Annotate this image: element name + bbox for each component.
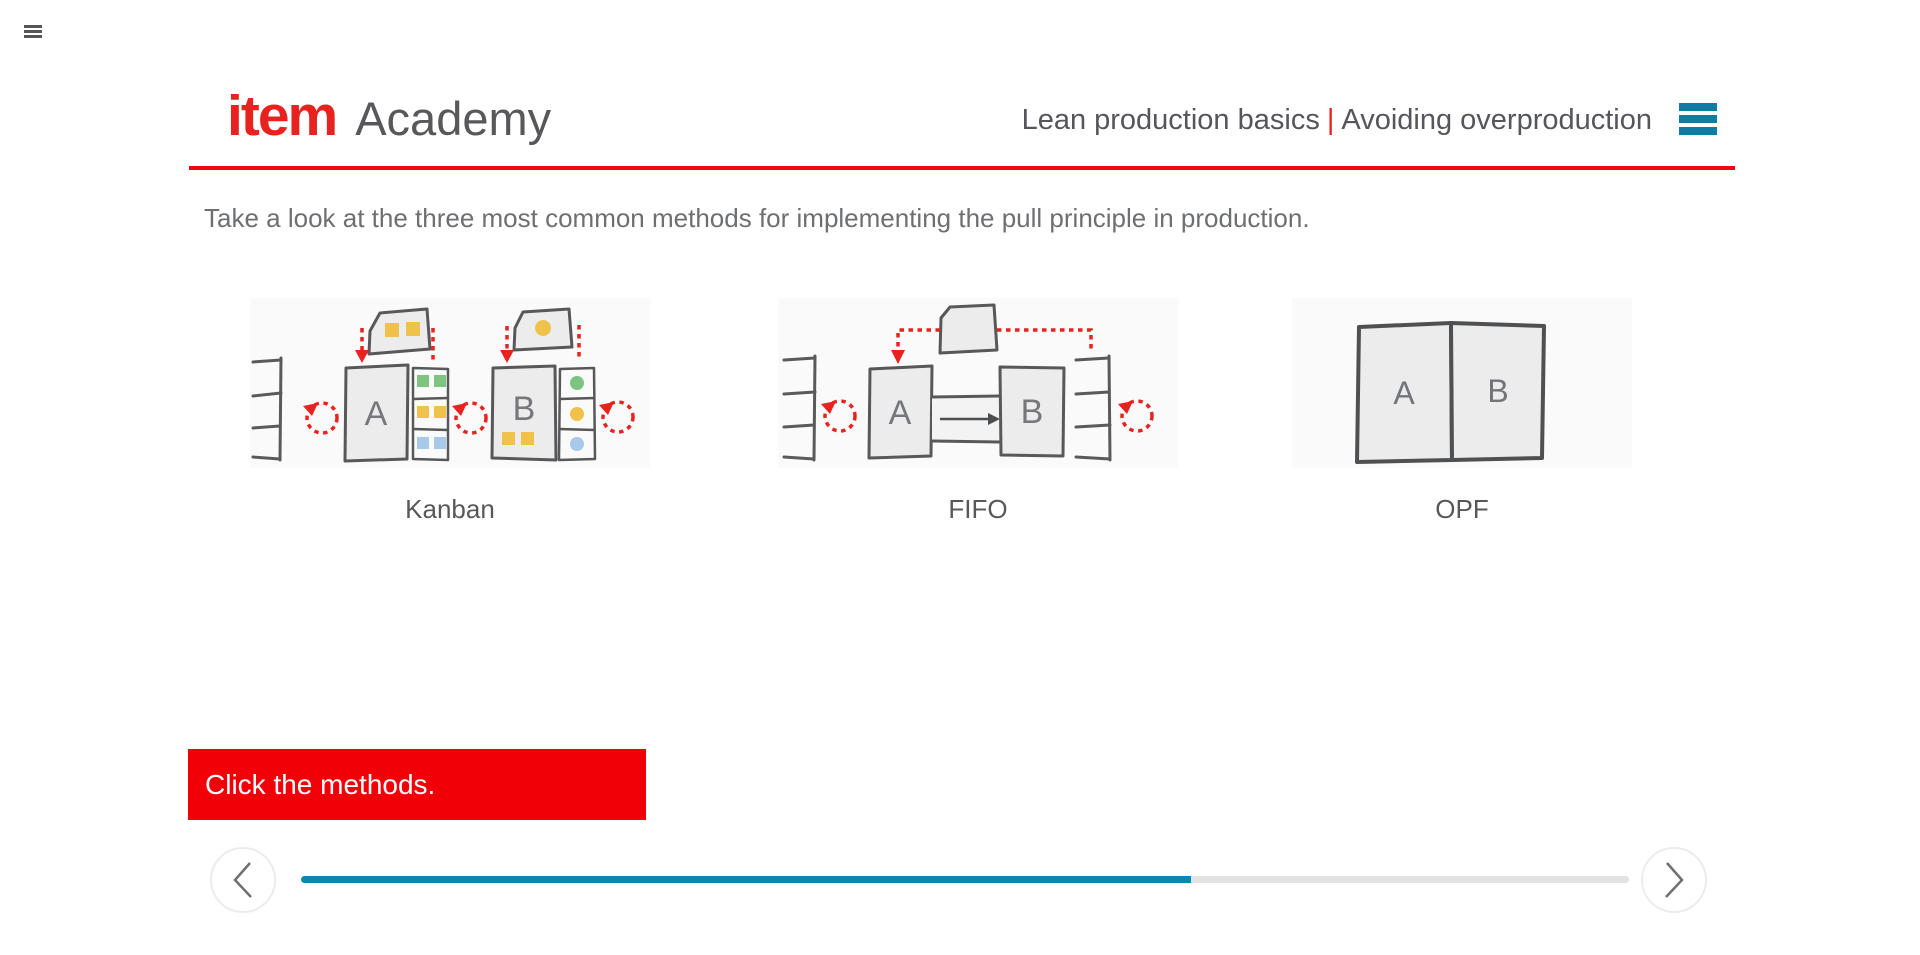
method-label-opf[interactable]: OPF (1435, 494, 1489, 524)
course-menu-icon[interactable] (1679, 103, 1717, 135)
method-fifo[interactable]: A B FIFO (778, 298, 1178, 525)
card-flow-arrow (355, 328, 435, 363)
pull-cycle-icon (303, 401, 339, 435)
shelf-rack-icon (251, 356, 283, 462)
pull-cycle-icon (599, 400, 635, 434)
instruction-text: Take a look at the three most common met… (204, 203, 1310, 233)
opf-diagram: A B (1292, 298, 1632, 468)
prompt-banner: Click the methods. (188, 749, 646, 820)
chevron-left-icon (233, 862, 252, 898)
station-a-box: A (343, 363, 410, 463)
station-a-label: A (1393, 375, 1415, 411)
lesson-title: Avoiding overproduction (1341, 104, 1652, 136)
window-menu-icon[interactable] (24, 25, 42, 38)
station-b-box: B (998, 365, 1066, 458)
station-b-box: B (490, 364, 558, 462)
station-b-label: B (513, 390, 536, 428)
method-opf[interactable]: A B OPF (1292, 298, 1632, 525)
kanban-diagram: A B (250, 298, 650, 468)
next-button[interactable] (1641, 847, 1707, 913)
pull-cycle-icon (452, 401, 488, 435)
pull-cycle-icon (1118, 399, 1154, 433)
chevron-right-icon (1665, 862, 1684, 898)
progress-fill (301, 876, 1191, 883)
kanban-rack-icon (411, 366, 450, 462)
station-a-box: A (1355, 321, 1454, 464)
station-b-label: B (1021, 393, 1044, 431)
progress-bar (301, 876, 1629, 883)
prev-button[interactable] (210, 847, 276, 913)
shelf-rack-icon (782, 354, 817, 462)
station-b-box: B (1449, 321, 1546, 462)
logo-suffix: Academy (355, 92, 552, 145)
pull-cycle-icon (821, 399, 857, 433)
header-divider (189, 166, 1735, 170)
station-a-label: A (365, 395, 388, 433)
title-separator: | (1326, 104, 1335, 136)
course-title: Lean production basics (1021, 104, 1320, 136)
logo-brand: item (227, 84, 338, 148)
fifo-lane-icon (931, 394, 1001, 444)
prompt-banner-text: Click the methods. (205, 768, 436, 800)
panel-background (250, 298, 650, 468)
method-label-fifo[interactable]: FIFO (948, 494, 1008, 524)
method-kanban[interactable]: A B (250, 298, 650, 525)
card-flow-arrow (891, 328, 1093, 364)
card-flow-arrow (500, 325, 581, 363)
kanban-card-icon (512, 307, 574, 352)
breadcrumb: Lean production basics | Avoiding overprod… (1022, 104, 1652, 137)
kanban-rack-icon (557, 366, 597, 462)
kanban-card-icon (367, 307, 432, 356)
station-b-label: B (1487, 373, 1508, 409)
kanban-card-icon (938, 303, 999, 355)
fifo-diagram: A B (778, 298, 1178, 468)
station-a-box: A (867, 364, 934, 460)
station-a-label: A (889, 394, 912, 432)
method-label-kanban[interactable]: Kanban (405, 494, 495, 524)
shelf-rack-icon (1074, 354, 1112, 462)
logo: item Academy (227, 88, 551, 145)
